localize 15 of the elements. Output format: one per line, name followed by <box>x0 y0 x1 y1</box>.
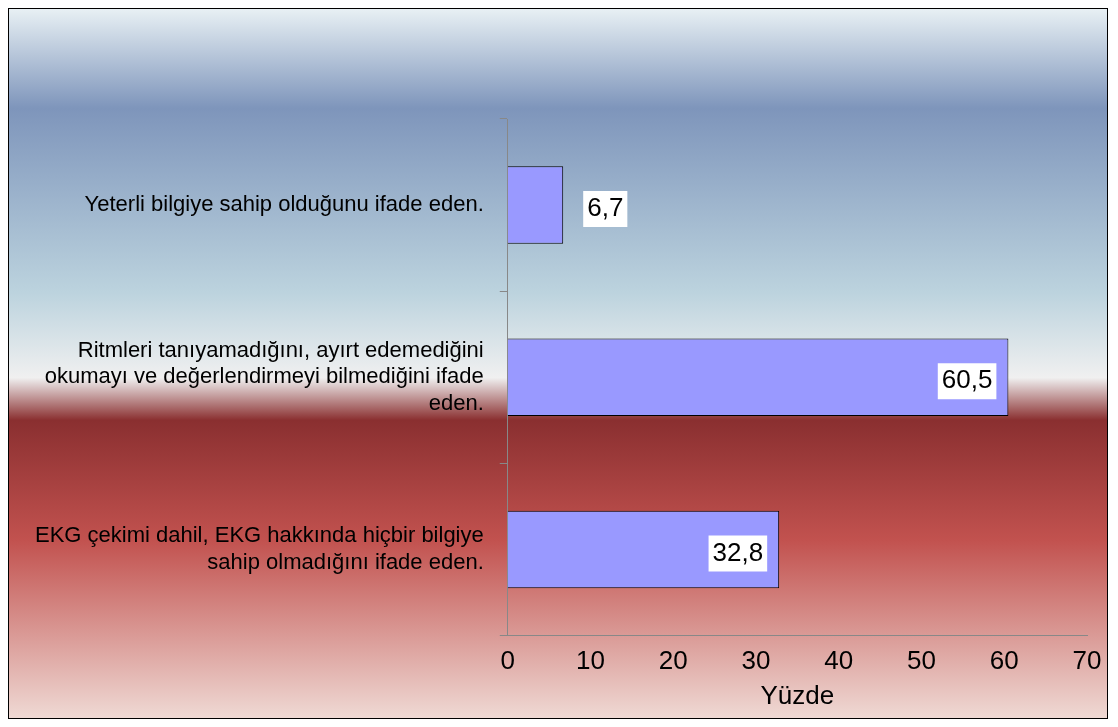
x-axis-title: Yüzde <box>760 679 835 710</box>
x-tick-label: 20 <box>658 645 688 676</box>
data-label: 6,7 <box>587 192 624 223</box>
x-tick-label: 60 <box>989 645 1019 676</box>
x-tick-label: 40 <box>824 645 854 676</box>
data-label: 32,8 <box>712 536 764 567</box>
x-tick-label: 50 <box>907 645 936 676</box>
y-tick-label: EKG çekimi dahil, EKG hakkında hiçbir bilgiye sahip olmadığını ifade eden. <box>34 522 484 574</box>
x-tick-label: 70 <box>1072 645 1102 676</box>
x-tick-label: 30 <box>741 645 771 676</box>
y-tick-label: Ritmleri tanıyamadığını, ayırt edemediğini okumayı ve değerlendirmeyi bilmediğini ifade eden. <box>44 336 484 415</box>
y-tick-label: Yeterli bilgiye sahip olduğunu ifade eden. <box>84 191 484 217</box>
x-tick-label: 0 <box>500 645 515 676</box>
data-label: 60,5 <box>941 364 993 395</box>
x-tick-label: 10 <box>576 645 605 676</box>
